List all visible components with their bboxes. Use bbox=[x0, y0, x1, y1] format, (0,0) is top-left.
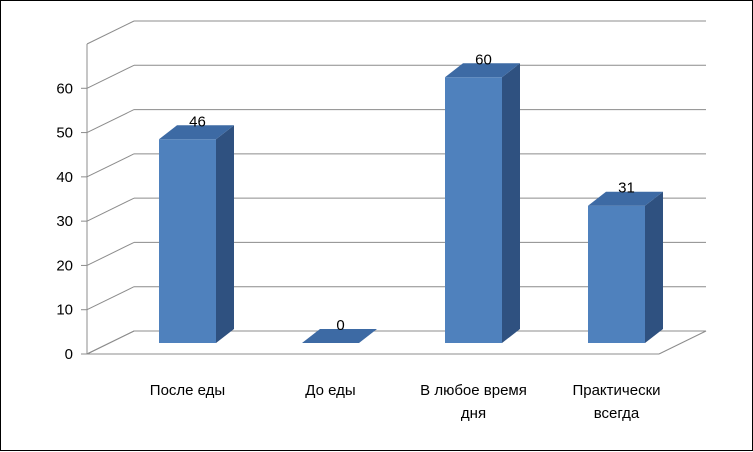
y-tick-label: 40 bbox=[56, 169, 73, 186]
category-label: После еды bbox=[150, 382, 225, 399]
bar-4 bbox=[588, 191, 663, 343]
bar-top bbox=[302, 329, 377, 343]
y-tick-label: 20 bbox=[56, 257, 73, 274]
gridline-side bbox=[86, 109, 135, 134]
bar-1 bbox=[159, 125, 234, 344]
gridline-side bbox=[86, 153, 135, 178]
data-label: 31 bbox=[618, 180, 635, 197]
category-label: В любое время bbox=[420, 382, 527, 399]
gridline-side bbox=[86, 197, 135, 222]
bar-front bbox=[445, 77, 502, 344]
y-tick-label: 50 bbox=[56, 125, 73, 142]
y-tick-label: 0 bbox=[65, 346, 73, 363]
bar-top bbox=[445, 63, 520, 78]
data-label: 0 bbox=[336, 317, 344, 334]
gridline-side bbox=[86, 286, 135, 311]
bar-2 bbox=[302, 329, 377, 343]
y-tick-label: 30 bbox=[56, 213, 73, 230]
category-label: всегда bbox=[594, 405, 640, 422]
y-tick-label: 10 bbox=[56, 302, 73, 319]
y-tick-label: 60 bbox=[56, 80, 73, 97]
gridline-side bbox=[86, 330, 135, 355]
bar-3 bbox=[445, 63, 520, 344]
bar-front bbox=[159, 139, 216, 343]
x-axis-categories: После еды До еды В любое время дня Практичес… bbox=[150, 382, 661, 422]
category-label: Практически bbox=[572, 382, 660, 399]
bar-top bbox=[588, 191, 663, 206]
data-labels: 46 0 60 31 bbox=[189, 51, 635, 334]
bar-top bbox=[159, 125, 234, 140]
gridline-side bbox=[86, 20, 135, 45]
bar-front bbox=[588, 205, 645, 343]
data-label: 46 bbox=[189, 113, 206, 130]
gridline-side bbox=[86, 64, 135, 89]
category-label: До еды bbox=[305, 382, 355, 399]
gridline-side bbox=[86, 241, 135, 266]
bar-side bbox=[645, 191, 663, 343]
data-label: 60 bbox=[475, 51, 492, 68]
category-label: дня bbox=[461, 405, 486, 422]
y-axis-ticks: 0 10 20 30 40 50 60 bbox=[56, 80, 87, 363]
bar-side bbox=[502, 63, 520, 344]
bars bbox=[159, 63, 663, 344]
bar-side bbox=[216, 125, 234, 344]
